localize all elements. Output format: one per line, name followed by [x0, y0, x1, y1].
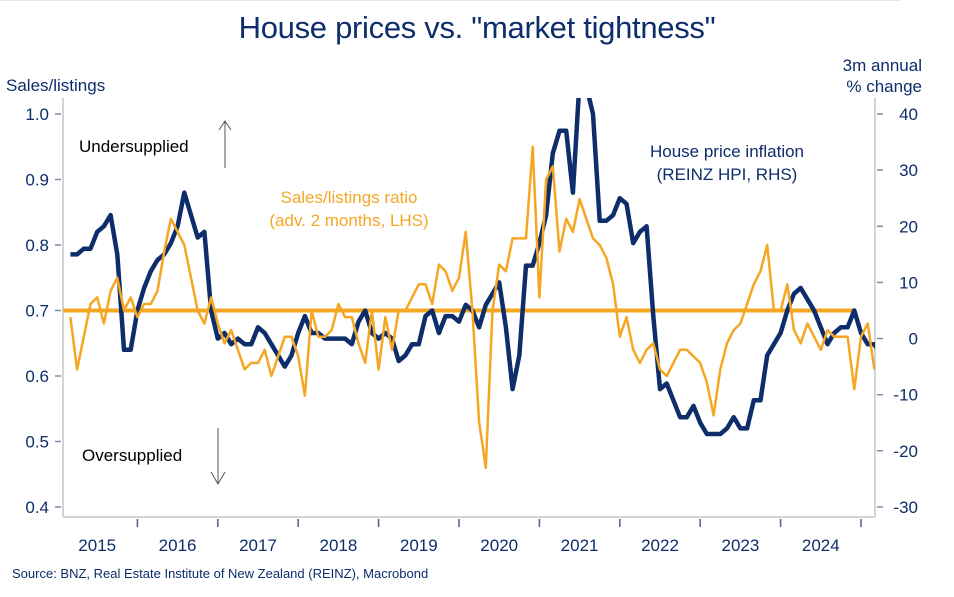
chart-title: House prices vs. "market tightness"	[238, 10, 716, 45]
up-arrow-head-icon	[218, 120, 232, 131]
blue-series-label-line1: House price inflation	[650, 142, 804, 161]
x-tick-label: 2016	[159, 536, 197, 555]
annotations: Undersupplied Oversupplied Sales/listing…	[79, 120, 804, 485]
undersupplied-label: Undersupplied	[79, 137, 189, 156]
x-tick-label: 2022	[641, 536, 679, 555]
oversupplied-label: Oversupplied	[82, 446, 182, 465]
y-left-tick-label: 0.7	[25, 302, 49, 321]
x-tick-label: 2020	[480, 536, 518, 555]
y-right-tick-label: -30	[893, 498, 918, 517]
y-left-tick-label: 1.0	[25, 105, 49, 124]
axes: 1.0 0.9 0.8 0.7 0.6 0.5 0.4 40 30 20 10 0 -10 -20 -30 2…	[25, 98, 918, 555]
x-tick-label: 2017	[239, 536, 277, 555]
y-axis-left-label: Sales/listings	[6, 76, 106, 95]
y-right-tick-label: 10	[899, 273, 918, 292]
x-tick-label: 2024	[802, 536, 840, 555]
x-tick-label: 2019	[400, 536, 438, 555]
orange-series-label-line1: Sales/listings ratio	[280, 188, 417, 207]
y-left-tick-label: 0.4	[25, 498, 49, 517]
x-tick-label: 2015	[78, 536, 116, 555]
series-layer	[63, 98, 875, 469]
down-arrow-head-icon	[210, 471, 226, 485]
y-right-tick-label: -10	[893, 386, 918, 405]
y-left-tick-label: 0.6	[25, 367, 49, 386]
y-right-tick-label: 0	[909, 330, 918, 349]
top-border	[0, 0, 900, 1]
source-note: Source: BNZ, Real Estate Institute of Ne…	[12, 566, 429, 581]
x-tick-label: 2021	[561, 536, 599, 555]
x-tick-label: 2023	[721, 536, 759, 555]
x-tick-label: 2018	[319, 536, 357, 555]
y-right-tick-label: -20	[893, 442, 918, 461]
blue-series-label-line2: (REINZ HPI, RHS)	[657, 165, 798, 184]
y-right-tick-label: 30	[899, 161, 918, 180]
y-left-tick-label: 0.8	[25, 236, 49, 255]
y-right-tick-label: 40	[899, 105, 918, 124]
y-axis-right-label-line1: 3m annual	[842, 56, 922, 75]
y-axis-right-label-line2: % change	[846, 77, 922, 96]
orange-series-label-line2: (adv. 2 months, LHS)	[269, 211, 428, 230]
y-axis-right-label: 3m annual % change	[843, 55, 922, 97]
sales-listings-ratio-line	[69, 145, 875, 469]
y-right-tick-label: 20	[899, 217, 918, 236]
y-left-tick-label: 0.5	[25, 433, 49, 452]
y-left-tick-label: 0.9	[25, 171, 49, 190]
